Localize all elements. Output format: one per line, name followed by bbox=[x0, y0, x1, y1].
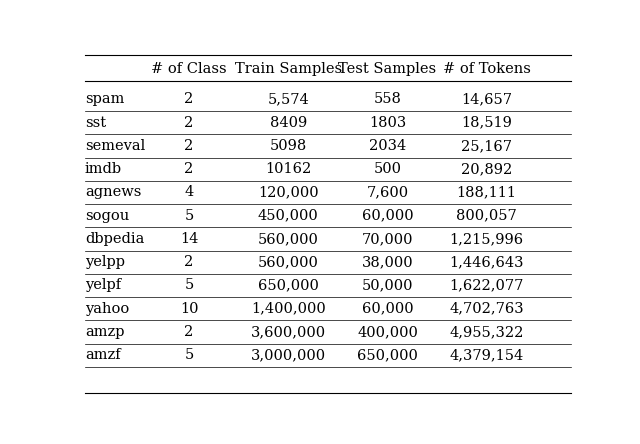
Text: 60,000: 60,000 bbox=[362, 301, 413, 316]
Text: # of Class: # of Class bbox=[151, 62, 227, 75]
Text: 400,000: 400,000 bbox=[357, 325, 418, 339]
Text: 4: 4 bbox=[184, 186, 194, 199]
Text: 2: 2 bbox=[184, 255, 194, 269]
Text: amzp: amzp bbox=[85, 325, 124, 339]
Text: 2034: 2034 bbox=[369, 139, 406, 153]
Text: 50,000: 50,000 bbox=[362, 278, 413, 293]
Text: 650,000: 650,000 bbox=[357, 348, 418, 362]
Text: 60,000: 60,000 bbox=[362, 209, 413, 223]
Text: 2: 2 bbox=[184, 162, 194, 176]
Text: 558: 558 bbox=[374, 92, 401, 107]
Text: 14: 14 bbox=[180, 232, 198, 246]
Text: 10162: 10162 bbox=[265, 162, 312, 176]
Text: yelpf: yelpf bbox=[85, 278, 121, 293]
Text: 2: 2 bbox=[184, 139, 194, 153]
Text: 8409: 8409 bbox=[269, 116, 307, 130]
Text: sogou: sogou bbox=[85, 209, 129, 223]
Text: amzf: amzf bbox=[85, 348, 120, 362]
Text: semeval: semeval bbox=[85, 139, 145, 153]
Text: # of Tokens: # of Tokens bbox=[443, 62, 531, 75]
Text: 70,000: 70,000 bbox=[362, 232, 413, 246]
Text: 650,000: 650,000 bbox=[258, 278, 319, 293]
Text: 4,955,322: 4,955,322 bbox=[449, 325, 524, 339]
Text: imdb: imdb bbox=[85, 162, 122, 176]
Text: 1803: 1803 bbox=[369, 116, 406, 130]
Text: 5,574: 5,574 bbox=[268, 92, 309, 107]
Text: yahoo: yahoo bbox=[85, 301, 129, 316]
Text: 5: 5 bbox=[184, 278, 194, 293]
Text: 18,519: 18,519 bbox=[461, 116, 512, 130]
Text: 560,000: 560,000 bbox=[258, 255, 319, 269]
Text: 5: 5 bbox=[184, 209, 194, 223]
Text: 450,000: 450,000 bbox=[258, 209, 319, 223]
Text: 3,000,000: 3,000,000 bbox=[251, 348, 326, 362]
Text: Test Samples: Test Samples bbox=[339, 62, 436, 75]
Text: 7,600: 7,600 bbox=[367, 186, 408, 199]
Text: 20,892: 20,892 bbox=[461, 162, 513, 176]
Text: 4,702,763: 4,702,763 bbox=[449, 301, 524, 316]
Text: Train Samples: Train Samples bbox=[235, 62, 342, 75]
Text: 5098: 5098 bbox=[269, 139, 307, 153]
Text: 560,000: 560,000 bbox=[258, 232, 319, 246]
Text: 1,215,996: 1,215,996 bbox=[450, 232, 524, 246]
Text: 1,446,643: 1,446,643 bbox=[449, 255, 524, 269]
Text: 2: 2 bbox=[184, 325, 194, 339]
Text: 2: 2 bbox=[184, 116, 194, 130]
Text: dbpedia: dbpedia bbox=[85, 232, 145, 246]
Text: 1,622,077: 1,622,077 bbox=[449, 278, 524, 293]
Text: 188,111: 188,111 bbox=[457, 186, 516, 199]
Text: 10: 10 bbox=[180, 301, 198, 316]
Text: 2: 2 bbox=[184, 92, 194, 107]
Text: 25,167: 25,167 bbox=[461, 139, 512, 153]
Text: spam: spam bbox=[85, 92, 124, 107]
Text: 4,379,154: 4,379,154 bbox=[449, 348, 524, 362]
Text: 5: 5 bbox=[184, 348, 194, 362]
Text: 14,657: 14,657 bbox=[461, 92, 512, 107]
Text: 3,600,000: 3,600,000 bbox=[251, 325, 326, 339]
Text: 120,000: 120,000 bbox=[258, 186, 319, 199]
Text: agnews: agnews bbox=[85, 186, 141, 199]
Text: 500: 500 bbox=[374, 162, 401, 176]
Text: 800,057: 800,057 bbox=[456, 209, 517, 223]
Text: yelpp: yelpp bbox=[85, 255, 125, 269]
Text: 1,400,000: 1,400,000 bbox=[251, 301, 326, 316]
Text: 38,000: 38,000 bbox=[362, 255, 413, 269]
Text: sst: sst bbox=[85, 116, 106, 130]
